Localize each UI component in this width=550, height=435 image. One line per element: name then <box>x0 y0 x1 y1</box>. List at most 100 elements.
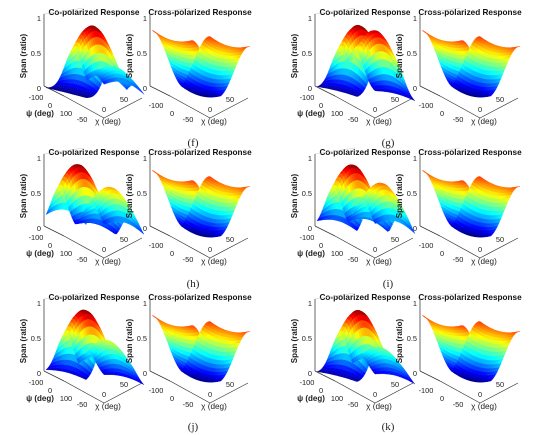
cross-title: Cross-polarized Response <box>418 293 522 302</box>
psi-axis-label: ψ (deg) <box>26 109 54 118</box>
z-tick-label: 0 <box>413 224 417 233</box>
z-tick-label: 1 <box>413 299 417 308</box>
z-tick-label: 0.5 <box>31 189 41 198</box>
psi-tick-label: 0 <box>440 109 444 118</box>
psi-tick-label: -100 <box>149 241 164 250</box>
z-tick-label: 1 <box>143 299 147 308</box>
co-title: Co-polarized Response <box>49 293 140 302</box>
z-tick-label: 0.5 <box>407 334 417 343</box>
chi-tick-label: -50 <box>77 400 88 409</box>
psi-tick-label: 0 <box>170 249 174 258</box>
chi-axis-label: χ (deg) <box>471 257 497 266</box>
z-tick-label: 0 <box>413 369 417 378</box>
z-axis-label: Span (ratio) <box>290 33 299 78</box>
chi-tick-label: 0 <box>102 390 106 399</box>
co-subplot-2: Co-polarized Response 0 0.5 1 Span (ratio) -1… <box>290 7 416 126</box>
chi-tick-label: 50 <box>120 95 128 104</box>
chi-tick-label: -50 <box>453 115 464 124</box>
co-subplot-6: Co-polarized Response 0 0.5 1 Span (ratio) -1… <box>290 147 416 266</box>
z-tick-label: 0 <box>413 84 417 93</box>
chi-tick-label: 0 <box>478 390 482 399</box>
chi-tick-label: 0 <box>208 245 212 254</box>
z-tick-label: 0 <box>37 84 41 93</box>
chi-tick-label: -50 <box>453 400 464 409</box>
chi-tick-label: 0 <box>478 245 482 254</box>
chi-axis-label: χ (deg) <box>471 117 497 126</box>
chi-tick-label: -50 <box>183 400 194 409</box>
chi-axis-label: χ (deg) <box>201 257 227 266</box>
psi-tick-label: -100 <box>300 378 315 387</box>
chi-tick-label: -50 <box>77 115 88 124</box>
chi-tick-label: 0 <box>373 105 377 114</box>
cross-subplot-9: Cross-polarized Response 0 0.5 1 Span (ratio… <box>125 292 252 411</box>
cross-title: Cross-polarized Response <box>148 8 252 17</box>
z-axis-label: Span (ratio) <box>290 318 299 363</box>
co-subplot-0: Co-polarized Response 0 0.5 1 Span (ratio) -1… <box>19 7 145 126</box>
psi-tick-label: 0 <box>48 241 52 250</box>
chi-axis-label: χ (deg) <box>366 257 392 266</box>
panel-label: (g) <box>382 137 395 149</box>
z-axis-label: Span (ratio) <box>19 33 28 78</box>
z-tick-label: 0.5 <box>31 334 41 343</box>
psi-tick-label: 0 <box>170 394 174 403</box>
psi-tick-label: 0 <box>48 386 52 395</box>
chi-tick-label: -50 <box>77 255 88 264</box>
chi-tick-label: -50 <box>453 255 464 264</box>
chi-tick-label: 50 <box>391 235 399 244</box>
chi-axis-label: χ (deg) <box>95 117 121 126</box>
z-tick-label: 0.5 <box>302 334 312 343</box>
z-tick-label: 0.5 <box>137 49 147 58</box>
z-tick-label: 0 <box>37 224 41 233</box>
chi-tick-label: 50 <box>391 95 399 104</box>
chi-tick-label: 50 <box>226 380 234 389</box>
psi-axis-label: ψ (deg) <box>26 394 54 403</box>
z-tick-label: 0 <box>37 369 41 378</box>
z-tick-label: 1 <box>413 154 417 163</box>
psi-tick-label: -100 <box>149 101 164 110</box>
chi-tick-label: 0 <box>478 105 482 114</box>
chi-tick-label: 0 <box>373 245 377 254</box>
z-axis-label: Span (ratio) <box>19 173 28 218</box>
co-title: Co-polarized Response <box>320 148 411 157</box>
chi-tick-label: 50 <box>120 235 128 244</box>
psi-axis-label: ψ (deg) <box>297 249 325 258</box>
z-tick-label: 0 <box>143 224 147 233</box>
cross-subplot-11: Cross-polarized Response 0 0.5 1 Span (ratio… <box>395 292 522 411</box>
co-title: Co-polarized Response <box>320 293 411 302</box>
chi-axis-label: χ (deg) <box>366 117 392 126</box>
z-tick-label: 0.5 <box>137 334 147 343</box>
z-tick-label: 0.5 <box>137 189 147 198</box>
cross-subplot-1: Cross-polarized Response 0 0.5 1 Span (ratio… <box>125 7 252 126</box>
panel-label: (h) <box>187 278 200 290</box>
co-subplot-4: Co-polarized Response 0 0.5 1 Span (ratio) -1… <box>19 147 145 266</box>
z-tick-label: 1 <box>143 14 147 23</box>
z-tick-label: 0 <box>308 224 312 233</box>
psi-tick-label: -100 <box>29 378 44 387</box>
psi-axis-label: ψ (deg) <box>297 394 325 403</box>
z-tick-label: 0 <box>143 84 147 93</box>
z-tick-label: 0.5 <box>302 49 312 58</box>
chi-tick-label: 0 <box>208 105 212 114</box>
z-tick-label: 0 <box>143 369 147 378</box>
chi-axis-label: χ (deg) <box>95 257 121 266</box>
psi-tick-label: 100 <box>331 109 343 118</box>
psi-tick-label: -100 <box>29 233 44 242</box>
psi-tick-label: 100 <box>60 109 72 118</box>
z-axis-label: Span (ratio) <box>125 318 134 363</box>
z-tick-label: 1 <box>308 154 312 163</box>
psi-tick-label: -100 <box>419 101 434 110</box>
psi-tick-label: -100 <box>29 93 44 102</box>
z-tick-label: 0 <box>308 84 312 93</box>
panel-label: (j) <box>188 421 199 433</box>
co-title: Co-polarized Response <box>49 148 140 157</box>
z-tick-label: 1 <box>37 154 41 163</box>
cross-title: Cross-polarized Response <box>418 148 522 157</box>
cross-title: Cross-polarized Response <box>148 148 252 157</box>
psi-tick-label: 100 <box>60 249 72 258</box>
panel-label: (i) <box>383 278 394 290</box>
z-axis-label: Span (ratio) <box>19 318 28 363</box>
z-axis-label: Span (ratio) <box>395 318 404 363</box>
co-subplot-8: Co-polarized Response 0 0.5 1 Span (ratio) -1… <box>19 292 145 411</box>
chi-tick-label: 50 <box>496 380 504 389</box>
